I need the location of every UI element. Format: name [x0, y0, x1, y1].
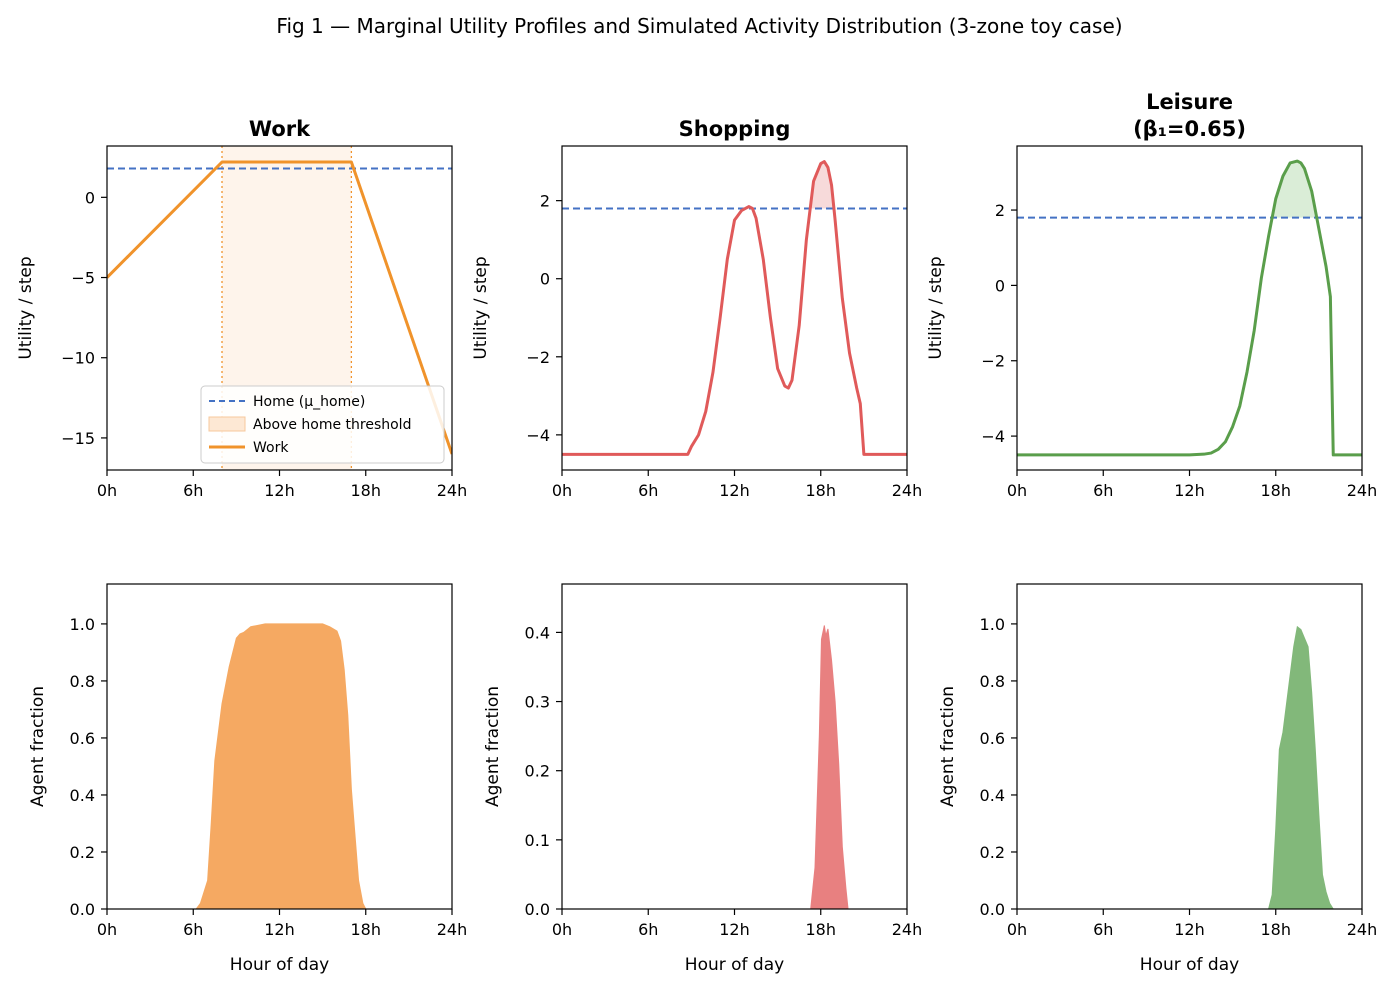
leisure-distribution-plot-area — [1017, 625, 1362, 909]
shopping-utility-ytick-label-2: 0 — [540, 270, 550, 289]
leisure-utility-title-line-1: (β₁=0.65) — [1133, 117, 1246, 141]
work-utility-title-line-0: Work — [249, 117, 311, 141]
shopping-utility-xtick-label-4: 24h — [892, 481, 923, 500]
work-distribution-panel: 0h 6h 12h 18h 24h 0.0 0.2 0.4 0.6 0.8 1.0 Agent fra… — [28, 583, 468, 975]
leisure-utility-xtick-label-1: 6h — [1093, 481, 1113, 500]
work-utility-legend: Home (μ_home) Above home threshold Work — [200, 385, 445, 464]
leisure-distribution-panel: 0h 6h 12h 18h 24h 0.0 0.2 0.4 0.6 0.8 1.0 Agent fra… — [938, 583, 1378, 975]
work-utility-ytick-label-1: −10 — [61, 349, 95, 368]
work-distribution-ytick-label-2: 0.4 — [70, 786, 95, 805]
work-utility-xtick-label-4: 24h — [437, 481, 468, 500]
leisure-distribution-ytick-label-5: 1.0 — [980, 615, 1005, 634]
shopping-distribution-axes-frame — [561, 583, 908, 910]
work-distribution-xtick-label-3: 18h — [351, 920, 382, 939]
shopping-distribution-ytick-label-4: 0.4 — [525, 623, 550, 642]
shopping-utility-title-line-0: Shopping — [679, 117, 791, 141]
shopping-utility-xtick-label-1: 6h — [638, 481, 658, 500]
legend-home-label: Home (μ_home) — [253, 394, 365, 410]
shopping-distribution-xtick-label-1: 6h — [638, 920, 658, 939]
leisure-utility-xtick-label-4: 24h — [1347, 481, 1378, 500]
leisure-distribution-ytick-label-4: 0.8 — [980, 672, 1005, 691]
legend-threshold-label: Above home threshold — [253, 417, 411, 433]
leisure-utility-xtick-label-0: 0h — [1007, 481, 1027, 500]
shopping-distribution-ytick-label-2: 0.2 — [525, 762, 550, 781]
shopping-distribution-xtick-label-4: 24h — [892, 920, 923, 939]
work-utility-xtick-label-3: 18h — [351, 481, 382, 500]
leisure-distribution-xlabel: Hour of day — [1140, 955, 1239, 975]
shopping-utility-axes-frame — [561, 145, 908, 471]
leisure-distribution-xtick-label-1: 6h — [1093, 920, 1113, 939]
work-utility-panel: 0h 6h 12h 18h 24h −15 −10 −5 0 Utility / step Work… — [16, 117, 467, 500]
leisure-utility-series-line — [1017, 159, 1362, 457]
work-distribution-xtick-label-1: 6h — [183, 920, 203, 939]
leisure-distribution-area — [1017, 625, 1362, 909]
work-utility-xtick-label-0: 0h — [97, 481, 117, 500]
shopping-distribution-ylabel: Agent fraction — [483, 686, 503, 807]
leisure-utility-ytick-label-1: −2 — [981, 352, 1005, 371]
leisure-distribution-ylabel: Agent fraction — [938, 686, 958, 807]
leisure-utility-ytick-label-0: −4 — [981, 427, 1005, 446]
shopping-utility-plot-area — [562, 160, 907, 456]
work-utility-ytick-label-2: −5 — [71, 269, 95, 288]
leisure-utility-xtick-label-3: 18h — [1261, 481, 1292, 500]
shopping-distribution-plot-area — [562, 625, 907, 909]
leisure-utility-plot-area — [1017, 159, 1362, 457]
shopping-distribution-area — [562, 625, 907, 909]
leisure-distribution-xtick-label-2: 12h — [1174, 920, 1205, 939]
shopping-utility-xtick-label-2: 12h — [719, 481, 750, 500]
work-distribution-xtick-label-2: 12h — [264, 920, 295, 939]
leisure-distribution-ytick-label-0: 0.0 — [980, 900, 1005, 919]
shopping-utility-xtick-label-3: 18h — [806, 481, 837, 500]
work-utility-ylabel: Utility / step — [16, 256, 36, 359]
leisure-utility-ytick-label-3: 2 — [995, 201, 1005, 220]
leisure-utility-xtick-label-2: 12h — [1174, 481, 1205, 500]
work-distribution-ytick-label-4: 0.8 — [70, 672, 95, 691]
shopping-utility-series-line — [562, 160, 907, 456]
shopping-distribution-panel: 0h 6h 12h 18h 24h 0.0 0.1 0.2 0.3 0.4 Agent fracti… — [483, 583, 923, 975]
shopping-distribution-ytick-label-1: 0.1 — [525, 831, 550, 850]
work-distribution-area — [107, 623, 452, 909]
work-utility-ytick-label-0: −15 — [61, 429, 95, 448]
work-distribution-xtick-label-4: 24h — [437, 920, 468, 939]
work-distribution-xlabel: Hour of day — [230, 955, 329, 975]
shopping-distribution-ytick-label-0: 0.0 — [525, 900, 550, 919]
figure-title: Fig 1 — Marginal Utility Profiles and Si… — [276, 14, 1123, 38]
shopping-distribution-xtick-label-2: 12h — [719, 920, 750, 939]
leisure-distribution-xtick-label-3: 18h — [1261, 920, 1292, 939]
shopping-distribution-xlabel: Hour of day — [685, 955, 784, 975]
legend-box — [200, 385, 445, 464]
shopping-utility-xtick-label-0: 0h — [552, 481, 572, 500]
shopping-utility-ytick-label-3: 2 — [540, 192, 550, 211]
leisure-distribution-ytick-label-1: 0.2 — [980, 843, 1005, 862]
leisure-distribution-xtick-label-4: 24h — [1347, 920, 1378, 939]
shopping-utility-panel: 0h 6h 12h 18h 24h −4 −2 0 2 Utility / step Shoppin… — [471, 117, 922, 500]
work-distribution-ylabel: Agent fraction — [28, 686, 48, 807]
shopping-distribution-xtick-label-0: 0h — [552, 920, 572, 939]
shopping-utility-ytick-label-1: −2 — [526, 348, 550, 367]
shopping-utility-ylabel: Utility / step — [471, 256, 491, 359]
leisure-utility-ytick-label-2: 0 — [995, 276, 1005, 295]
work-distribution-ytick-label-3: 0.6 — [70, 729, 95, 748]
leisure-utility-title-line-0: Leisure — [1146, 90, 1233, 114]
work-distribution-xtick-label-0: 0h — [97, 920, 117, 939]
work-distribution-ytick-label-1: 0.2 — [70, 843, 95, 862]
legend-work-label: Work — [253, 440, 289, 456]
work-utility-xtick-label-2: 12h — [264, 481, 295, 500]
shopping-distribution-ytick-label-3: 0.3 — [525, 693, 550, 712]
work-distribution-ytick-label-5: 1.0 — [70, 615, 95, 634]
work-utility-series-line — [107, 160, 452, 455]
leisure-distribution-ytick-label-2: 0.4 — [980, 786, 1005, 805]
work-utility-xtick-label-1: 6h — [183, 481, 203, 500]
leisure-distribution-xtick-label-0: 0h — [1007, 920, 1027, 939]
work-distribution-ytick-label-0: 0.0 — [70, 900, 95, 919]
work-utility-ytick-label-3: 0 — [85, 188, 95, 207]
leisure-distribution-ytick-label-3: 0.6 — [980, 729, 1005, 748]
leisure-utility-ylabel: Utility / step — [926, 256, 946, 359]
leisure-utility-panel: 0h 6h 12h 18h 24h −4 −2 0 2 Utility / step Leisure… — [926, 90, 1377, 500]
work-distribution-plot-area — [107, 623, 452, 909]
legend-threshold-swatch — [208, 416, 246, 432]
shopping-distribution-xtick-label-3: 18h — [806, 920, 837, 939]
shopping-utility-ytick-label-0: −4 — [526, 426, 550, 445]
